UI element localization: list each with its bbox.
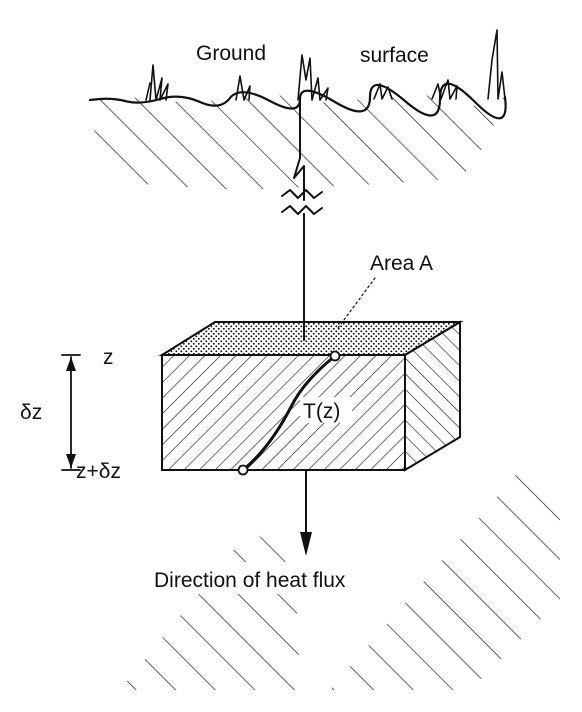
side-face xyxy=(404,320,461,472)
profile-point-bottom xyxy=(237,464,249,476)
ground-label: Ground xyxy=(196,42,266,65)
depth-connector xyxy=(281,99,323,341)
grass-tufts xyxy=(145,29,506,101)
profile-point-top xyxy=(329,350,341,362)
front-face xyxy=(161,354,406,471)
z-top-label: z xyxy=(103,346,114,369)
depth-dimension: z δz z+δz xyxy=(20,346,121,483)
soil-block: T(z) xyxy=(158,320,464,476)
temperature-profile xyxy=(241,354,337,472)
delta-z-label: δz xyxy=(20,401,42,424)
temperature-label: T(z) xyxy=(303,400,340,423)
z-bottom-label: z+δz xyxy=(76,460,121,483)
flux-label: Direction of heat flux xyxy=(154,569,346,592)
area-callout: Area A xyxy=(337,252,433,329)
surface-label: surface xyxy=(360,44,429,67)
area-label: Area A xyxy=(370,252,433,275)
heat-flux-arrow xyxy=(300,469,312,556)
